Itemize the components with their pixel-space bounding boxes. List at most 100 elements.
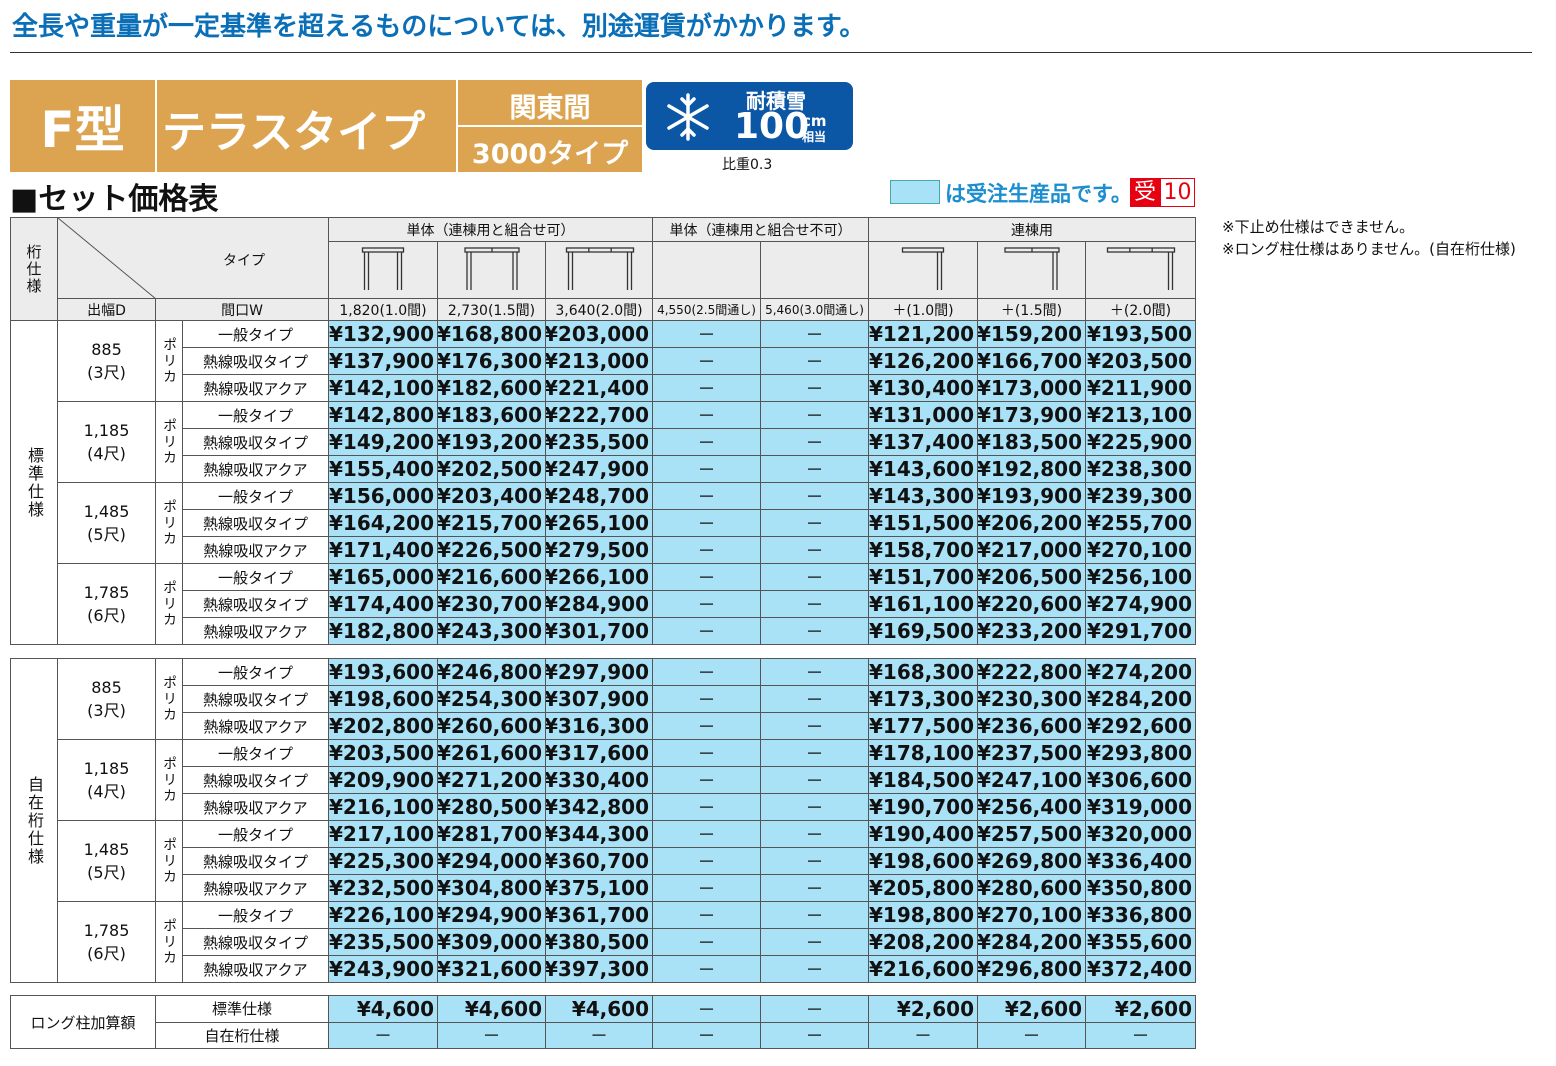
price: ¥178,100 <box>868 739 978 767</box>
price: － <box>652 712 761 740</box>
price: ¥131,000 <box>868 401 978 429</box>
price: ¥226,100 <box>328 901 438 929</box>
price: ¥274,900 <box>1085 590 1196 618</box>
price: ¥198,600 <box>868 847 978 875</box>
price: － <box>652 955 761 983</box>
width-label: ＋(1.5間) <box>977 298 1086 321</box>
product-type: 熱線吸収タイプ <box>182 847 329 875</box>
price: － <box>652 928 761 956</box>
diagonal <box>58 218 156 298</box>
product-type: 熱線吸収タイプ <box>182 509 329 537</box>
depth: 1,485 (5尺) <box>57 482 156 564</box>
price: ¥171,400 <box>328 536 438 564</box>
price: － <box>760 536 869 564</box>
price: － <box>760 928 869 956</box>
price: ¥156,000 <box>328 482 438 510</box>
depth-value: 1,185 <box>83 420 130 440</box>
price: － <box>652 320 761 348</box>
price: － <box>760 995 869 1023</box>
product-type: 熱線吸収タイプ <box>182 347 329 375</box>
snow-unit2: 相当 <box>802 130 827 144</box>
price: ¥279,500 <box>545 536 653 564</box>
product-type: 一般タイプ <box>182 401 329 429</box>
price: － <box>760 658 869 686</box>
frame-icon-cell <box>652 241 761 299</box>
depth-sub: (6尺) <box>87 943 126 963</box>
price: － <box>760 320 869 348</box>
legend-badge-number: 10 <box>1160 178 1195 207</box>
price: － <box>1085 1021 1196 1049</box>
depth-value: 885 <box>91 677 122 697</box>
legend-badge: 受 <box>1130 178 1160 207</box>
price: ¥209,900 <box>328 766 438 794</box>
width-label: ＋(2.0間) <box>1085 298 1196 321</box>
price: － <box>652 739 761 767</box>
price: ¥336,400 <box>1085 847 1196 875</box>
product-type: 熱線吸収アクア <box>182 793 329 821</box>
price: ¥198,800 <box>868 901 978 929</box>
price: ¥213,100 <box>1085 401 1196 429</box>
group-header: 連棟用 <box>868 217 1196 242</box>
price: ¥239,300 <box>1085 482 1196 510</box>
depth-value: 1,785 <box>83 920 130 940</box>
price: － <box>868 1021 978 1049</box>
depth: 1,185 (4尺) <box>57 739 156 821</box>
product-type: 熱線吸収アクア <box>182 374 329 402</box>
depth-sub: (6尺) <box>87 605 126 625</box>
price: ¥230,700 <box>437 590 546 618</box>
price: － <box>760 766 869 794</box>
price: ¥270,100 <box>1085 536 1196 564</box>
price: ¥169,500 <box>868 617 978 645</box>
price: ¥216,600 <box>868 955 978 983</box>
price: － <box>760 847 869 875</box>
price: ¥206,500 <box>977 563 1086 591</box>
depth: 1,185 (4尺) <box>57 401 156 483</box>
price: ¥284,900 <box>545 590 653 618</box>
price: ¥380,500 <box>545 928 653 956</box>
price: ¥225,300 <box>328 847 438 875</box>
depth-sub: (5尺) <box>87 862 126 882</box>
material: ポリカ <box>155 320 183 402</box>
width-label: 2,730(1.5間) <box>437 298 546 321</box>
price: － <box>652 563 761 591</box>
price: ¥205,800 <box>868 874 978 902</box>
price: ¥222,800 <box>977 658 1086 686</box>
frame-icon-cell <box>760 241 869 299</box>
price: ¥361,700 <box>545 901 653 929</box>
price: － <box>652 820 761 848</box>
price: ¥248,700 <box>545 482 653 510</box>
product-type: 熱線吸収タイプ <box>182 590 329 618</box>
price: ¥158,700 <box>868 536 978 564</box>
depth-sub: (4尺) <box>87 443 126 463</box>
price: － <box>652 401 761 429</box>
price: － <box>652 901 761 929</box>
divider <box>458 125 642 127</box>
frame-icon-cell <box>1085 241 1196 299</box>
price: － <box>652 536 761 564</box>
price: ¥215,700 <box>437 509 546 537</box>
price: － <box>652 766 761 794</box>
price: ¥193,200 <box>437 428 546 456</box>
price: ¥183,600 <box>437 401 546 429</box>
price: ¥274,200 <box>1085 658 1196 686</box>
price: ¥193,900 <box>977 482 1086 510</box>
price: ¥255,700 <box>1085 509 1196 537</box>
price: ¥220,600 <box>977 590 1086 618</box>
price: ¥281,700 <box>437 820 546 848</box>
snow-label: 耐積雪 <box>746 89 806 113</box>
divider <box>456 80 458 172</box>
depth-sub: (3尺) <box>87 700 126 720</box>
price: ¥296,800 <box>977 955 1086 983</box>
price: ¥166,700 <box>977 347 1086 375</box>
note: ※下止め仕様はできません。 <box>1222 218 1415 236</box>
price: ¥243,900 <box>328 955 438 983</box>
price: ¥190,400 <box>868 820 978 848</box>
product-type: 熱線吸収アクア <box>182 536 329 564</box>
price: ¥297,900 <box>545 658 653 686</box>
price: － <box>760 820 869 848</box>
price: ¥238,300 <box>1085 455 1196 483</box>
price: ¥226,500 <box>437 536 546 564</box>
corner-type: タイプ <box>223 253 265 269</box>
depth-value: 1,785 <box>83 582 130 602</box>
